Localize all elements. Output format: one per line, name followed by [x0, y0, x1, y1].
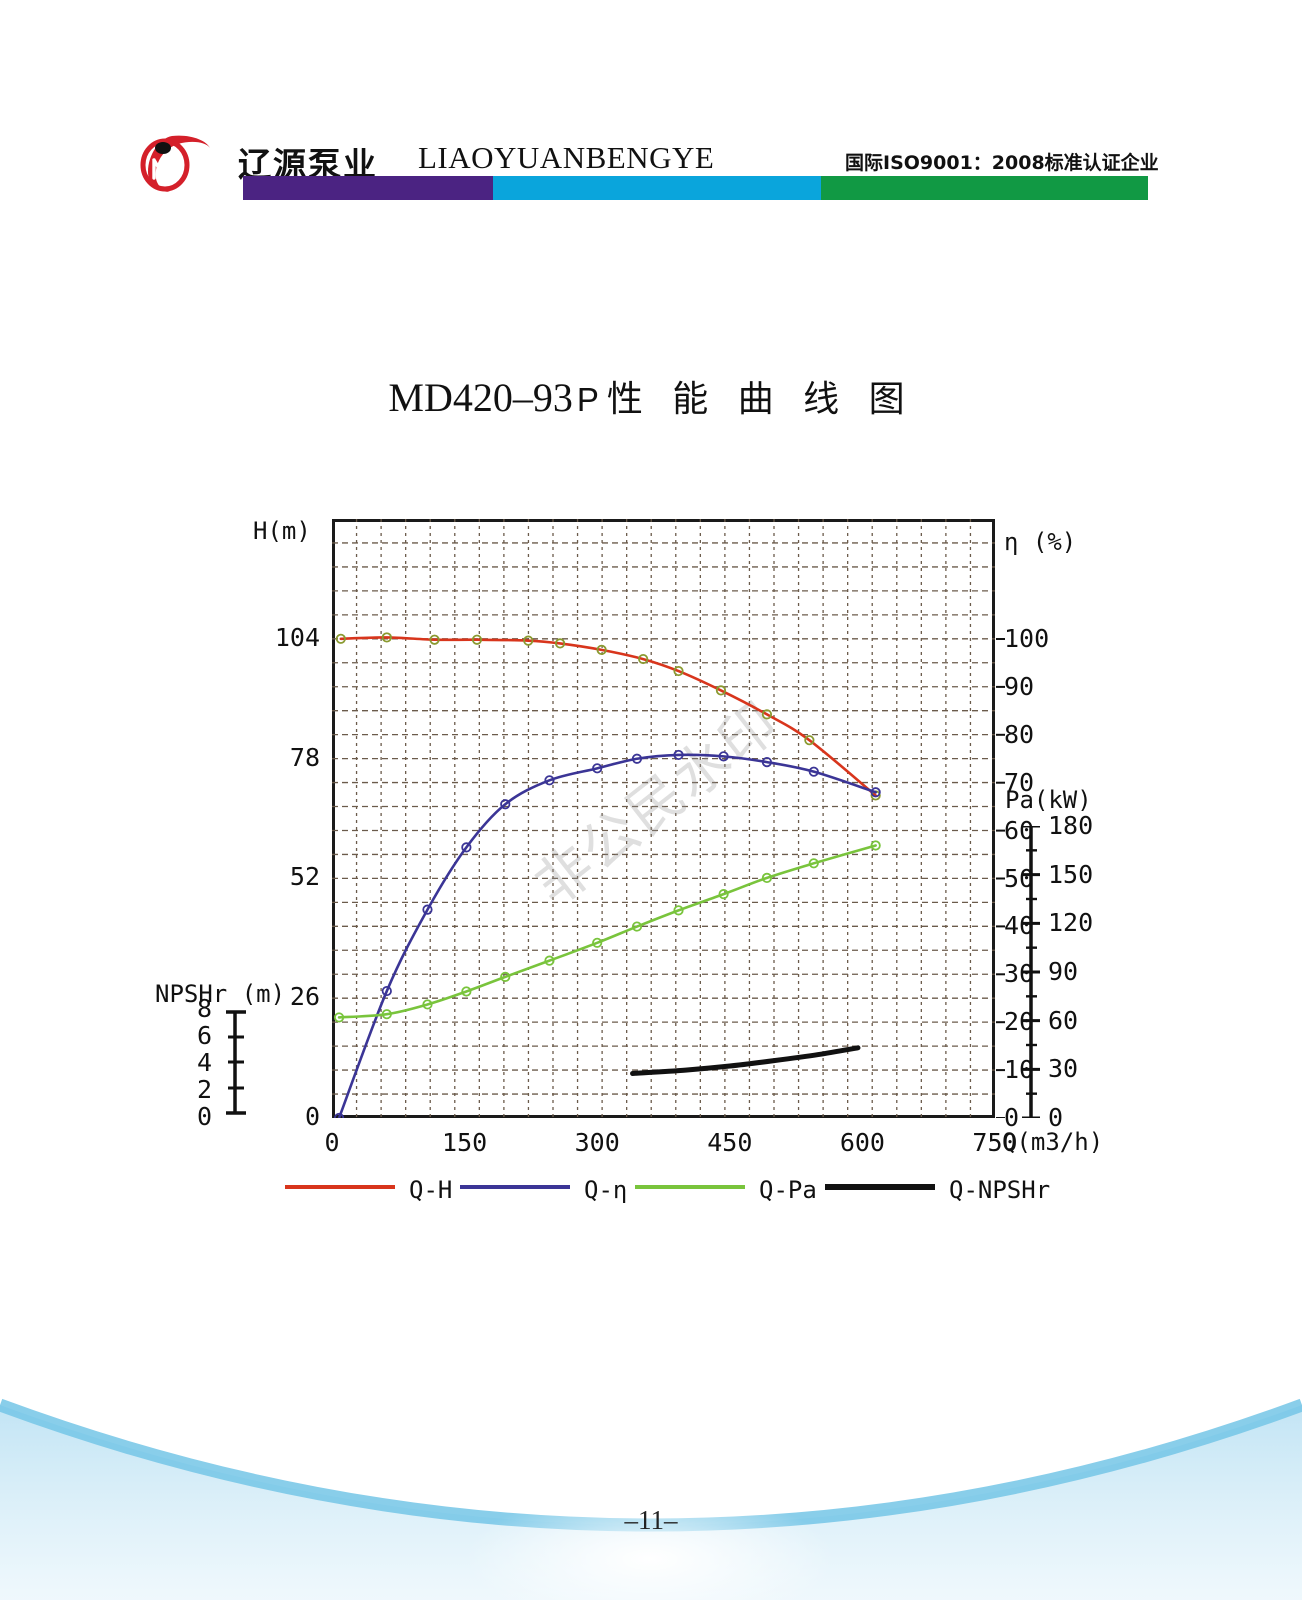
y-tick-pa-0: 0	[1048, 1103, 1064, 1132]
y-tick-npshr-2: 2	[196, 1075, 212, 1104]
footer-decoration	[0, 1345, 1302, 1600]
eta-axis-ticks	[996, 638, 1005, 1118]
x-tick-0: 0	[324, 1128, 340, 1157]
y-tick-eta-10: 10	[1004, 1055, 1035, 1085]
series-Q-H	[335, 632, 881, 801]
legend-label-0: Q-H	[409, 1176, 453, 1204]
y-tick-npshr-0: 0	[196, 1102, 212, 1131]
y-axis-label-pa: Pa(kW)	[1005, 786, 1092, 814]
y-tick-pa-150: 150	[1048, 859, 1094, 889]
plot-frame	[332, 519, 995, 1118]
y-tick-eta-40: 40	[1004, 911, 1035, 941]
y-axis-label-eta: η (%)	[1004, 528, 1077, 556]
y-tick-eta-60: 60	[1004, 815, 1035, 845]
y-tick-npshr-4: 4	[196, 1048, 212, 1077]
y-tick-npshr-6: 6	[196, 1021, 212, 1050]
y-axis-label-npshr: NPSHr (m)	[155, 980, 286, 1008]
legend-swatch-0	[285, 1185, 395, 1189]
legend-swatch-2	[635, 1185, 745, 1189]
y-tick-h-78: 78	[289, 742, 320, 772]
iso-certification-text: 国际ISO9001：2008标准认证企业	[845, 152, 1159, 174]
y-tick-npshr-8: 8	[196, 994, 212, 1023]
brand-name-en: LIAOYUANBENGYE	[418, 140, 715, 175]
y-tick-eta-90: 90	[1004, 671, 1035, 701]
legend-label-2: Q-Pa	[759, 1176, 817, 1204]
y-axis-label-h: H(m)	[253, 517, 311, 545]
x-tick-600: 600	[839, 1128, 885, 1157]
page-title-model: MD420–93	[388, 375, 573, 420]
x-axis-label-q: Q(m3/h)	[1002, 1128, 1104, 1156]
y-tick-h-26: 26	[289, 982, 320, 1012]
y-tick-eta-50: 50	[1004, 863, 1035, 893]
legend-swatch-1	[460, 1185, 570, 1189]
page-number: –11–	[624, 1505, 678, 1535]
y-tick-h-52: 52	[289, 862, 320, 892]
header-color-bar	[243, 176, 1148, 200]
y-tick-eta-80: 80	[1004, 719, 1035, 749]
x-tick-750: 750	[972, 1128, 1018, 1157]
y-tick-eta-30: 30	[1004, 959, 1035, 989]
page-title-cn: 性 能 曲 线 图	[606, 379, 914, 420]
page-header: 辽源泵业 LIAOYUANBENGYE 国际ISO9001：2008标准认证企业	[0, 0, 1302, 215]
page-title-suffix: P	[576, 381, 599, 418]
y-tick-h-104: 104	[274, 622, 320, 652]
y-tick-pa-180: 180	[1048, 811, 1094, 840]
y-tick-pa-60: 60	[1048, 1005, 1079, 1035]
y-tick-h-0: 0	[304, 1102, 320, 1131]
y-tick-eta-0: 0	[1004, 1103, 1020, 1132]
y-tick-eta-20: 20	[1004, 1007, 1035, 1037]
page-title: MD420–93 P 性 能 曲 线 图	[0, 370, 1302, 422]
legend-label-1: Q-η	[584, 1176, 628, 1204]
plot-curves	[333, 632, 881, 1118]
color-bar-segment-0	[243, 176, 493, 200]
series-Q-	[333, 749, 881, 1118]
pa-axis-scale	[1022, 826, 1040, 1118]
company-logo-icon	[140, 135, 210, 192]
y-tick-pa-90: 90	[1048, 957, 1079, 986]
plot-gridlines	[332, 519, 995, 1118]
y-tick-eta-70: 70	[1004, 767, 1035, 797]
color-bar-segment-1	[493, 176, 821, 200]
x-tick-150: 150	[442, 1128, 488, 1157]
legend-swatch-3	[825, 1184, 935, 1190]
y-tick-pa-120: 120	[1048, 908, 1094, 938]
legend-label-3: Q-NPSHr	[949, 1176, 1051, 1204]
x-tick-450: 450	[707, 1128, 753, 1157]
chart-legend: Q-H Q-η Q-Pa Q-NPSHr	[285, 1176, 1095, 1210]
color-bar-segment-2	[821, 176, 1148, 200]
series-Q-Pa	[333, 840, 881, 1023]
npshr-axis-scale	[226, 1010, 246, 1115]
x-tick-300: 300	[574, 1128, 620, 1157]
series-Q-NPSHr	[630, 1045, 861, 1076]
y-tick-pa-30: 30	[1048, 1054, 1079, 1084]
y-tick-eta-100: 100	[1004, 624, 1050, 653]
